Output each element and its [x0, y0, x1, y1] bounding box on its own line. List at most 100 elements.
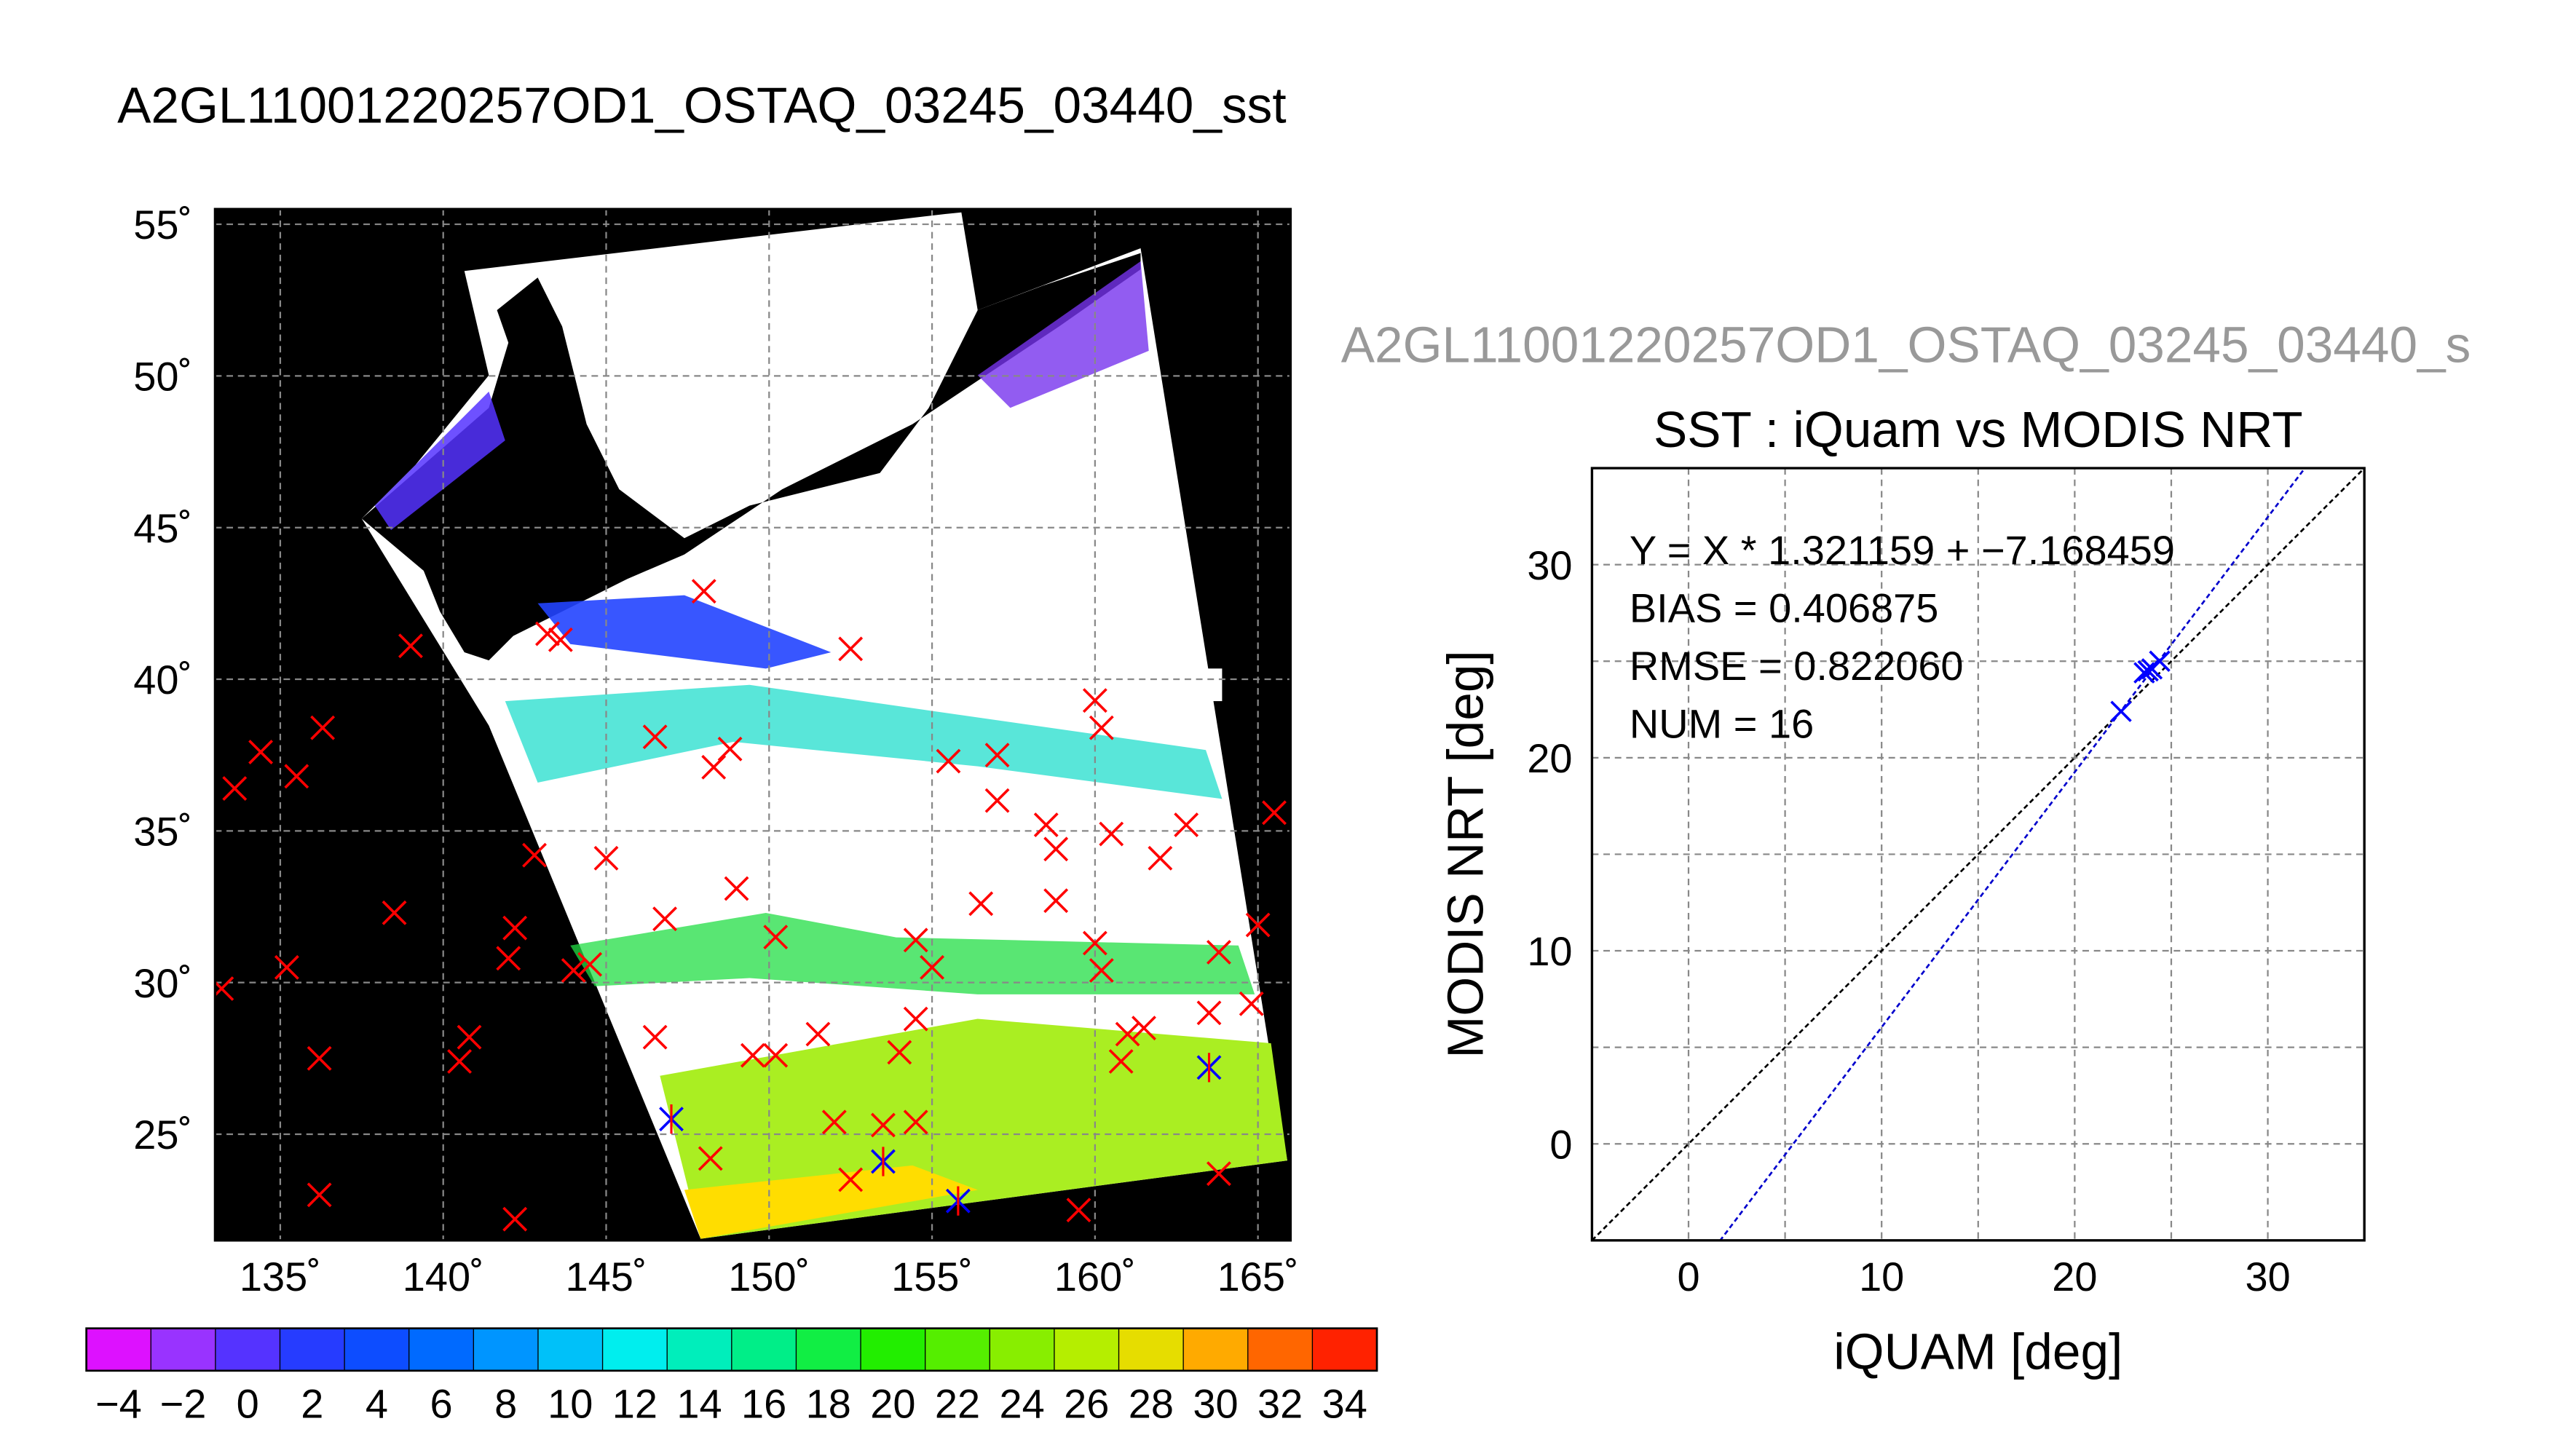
- scatter-annotation: Y = X * 1.321159 + −7.168459: [1630, 527, 2175, 573]
- scatter-annotation: BIAS = 0.406875: [1630, 585, 1939, 631]
- scatter-x-tick-label: 0: [1677, 1254, 1699, 1299]
- map-red-marker: [1207, 940, 1231, 965]
- scatter-annotation: RMSE = 0.822060: [1630, 643, 1964, 689]
- map-red-marker: [1089, 715, 1114, 740]
- map-red-marker: [903, 1109, 928, 1135]
- colorbar-segment: [1247, 1328, 1314, 1371]
- scatter-gridlines: [1592, 468, 2365, 1241]
- map-red-marker: [642, 724, 668, 750]
- sst-hottest-band: [684, 1165, 978, 1239]
- map-lon-tick-label: 140˚: [403, 1254, 484, 1299]
- map-red-marker: [307, 1045, 332, 1071]
- map-red-marker: [307, 1182, 332, 1208]
- map-lon-tick-label: 135˚: [240, 1254, 321, 1299]
- colorbar-segment: [925, 1328, 991, 1371]
- colorbar-tick-label: −2: [160, 1381, 207, 1427]
- map-red-marker: [805, 1021, 831, 1047]
- map-red-marker: [740, 1042, 765, 1068]
- map-red-marker: [1207, 1161, 1231, 1187]
- map-red-marker: [222, 776, 248, 801]
- scatter-point: [2149, 650, 2171, 672]
- colorbar-segment: [408, 1328, 475, 1371]
- map-red-marker: [447, 1049, 473, 1074]
- colorbar-tick-label: 28: [1129, 1381, 1174, 1427]
- map-frame: [213, 207, 1292, 1242]
- map-red-marker: [691, 579, 716, 604]
- map-red-marker: [763, 1042, 789, 1068]
- colorbar-segment: [1118, 1328, 1185, 1371]
- map-lon-tick-label: 145˚: [566, 1254, 647, 1299]
- map-red-marker: [1245, 912, 1271, 938]
- one-to-one-line: [1592, 468, 2365, 1241]
- colorbar-frame: [85, 1327, 1378, 1372]
- colorbar-tick-label: 18: [806, 1381, 851, 1427]
- colorbar-segment: [1312, 1328, 1378, 1371]
- map-title: A2GL11001220257OD1_OSTAQ_03245_03440_sst: [117, 77, 1286, 134]
- map-lat-tick-label: 50˚: [133, 354, 192, 400]
- map-red-marker: [920, 954, 944, 980]
- colorbar-tick-label: 0: [237, 1381, 259, 1427]
- map-red-marker: [1033, 812, 1059, 837]
- scatter-x-tick-label: 10: [1859, 1254, 1904, 1299]
- map-red-marker: [1262, 800, 1287, 826]
- scatter-y-tick-labels: 0 10 20 30: [1527, 542, 1572, 1168]
- map-red-marker: [642, 1024, 668, 1050]
- colorbar-tick-label: 12: [612, 1381, 657, 1427]
- colorbar-tick-label: 20: [870, 1381, 915, 1427]
- scatter-title: SST : iQuam vs MODIS NRT: [1654, 401, 2303, 458]
- map-red-marker: [1108, 1049, 1134, 1074]
- scatter-x-tick-label: 30: [2245, 1254, 2290, 1299]
- map-red-marker: [984, 743, 1010, 768]
- map-red-marker: [593, 845, 619, 871]
- map-red-marker: [838, 636, 864, 662]
- sst-map: [215, 209, 1291, 1241]
- map-red-marker: [821, 1109, 847, 1135]
- sst-cold-band: [537, 595, 832, 669]
- sst-warm-band: [570, 912, 1255, 994]
- map-lon-tick-label: 165˚: [1217, 1254, 1299, 1299]
- map-red-marker: [502, 1206, 528, 1232]
- map-red-marker: [1239, 991, 1264, 1016]
- scatter-points: [2110, 650, 2171, 722]
- colorbar-tick-labels: −4 −2 0 2 4 6 8 10 12 14 16 18 20 22 24 26 28 30 32 34: [95, 1381, 1367, 1427]
- scatter-point: [2137, 660, 2159, 682]
- map-red-marker: [496, 946, 521, 971]
- map-red-marker: [871, 1112, 896, 1138]
- map-red-marker: [502, 915, 528, 941]
- map-red-marker: [1082, 688, 1107, 713]
- colorbar-segment: [602, 1328, 668, 1371]
- colorbar-segment: [151, 1328, 216, 1371]
- map-lon-tick-label: 155˚: [891, 1254, 973, 1299]
- scatter-annotations: Y = X * 1.321159 + −7.168459 BIAS = 0.406…: [1630, 527, 2175, 746]
- scatter-x-tick-label: 20: [2052, 1254, 2097, 1299]
- scatter-y-tick-label: 30: [1527, 542, 1572, 588]
- map-red-marker: [1099, 821, 1124, 847]
- colorbar-tick-label: 24: [999, 1381, 1044, 1427]
- scatter-x-axis-label: iQUAM [deg]: [1833, 1324, 2122, 1380]
- colorbar-segment: [667, 1328, 732, 1371]
- land-japan: [361, 253, 1141, 661]
- map-red-marker: [398, 633, 423, 659]
- sst-cold-band: [374, 391, 505, 531]
- map-red-marker: [887, 1040, 912, 1065]
- colorbar-tick-label: 26: [1064, 1381, 1109, 1427]
- map-lat-tick-label: 35˚: [133, 808, 192, 854]
- map-lat-tick-label: 25˚: [133, 1112, 192, 1158]
- map-red-marker: [698, 1146, 723, 1171]
- colorbar-segment: [731, 1328, 797, 1371]
- scatter-y-tick-label: 20: [1527, 735, 1572, 781]
- scatter-y-tick-label: 10: [1527, 928, 1572, 974]
- map-lon-tick-labels: 135˚ 140˚ 145˚ 150˚ 155˚ 160˚ 165˚: [240, 1254, 1299, 1299]
- scatter-y-tick-label: 0: [1549, 1121, 1572, 1167]
- map-lat-tick-label: 55˚: [133, 202, 192, 248]
- map-red-marker: [838, 1167, 864, 1192]
- map-red-marker: [310, 715, 336, 740]
- map-lon-tick-label: 150˚: [728, 1254, 810, 1299]
- colorbar: [85, 1327, 1378, 1372]
- map-red-marker: [763, 925, 789, 950]
- map-red-marker: [522, 842, 547, 868]
- scatter-point: [2110, 700, 2132, 722]
- scatter-frame: [1590, 467, 2366, 1242]
- sst-cold-band: [977, 261, 1149, 408]
